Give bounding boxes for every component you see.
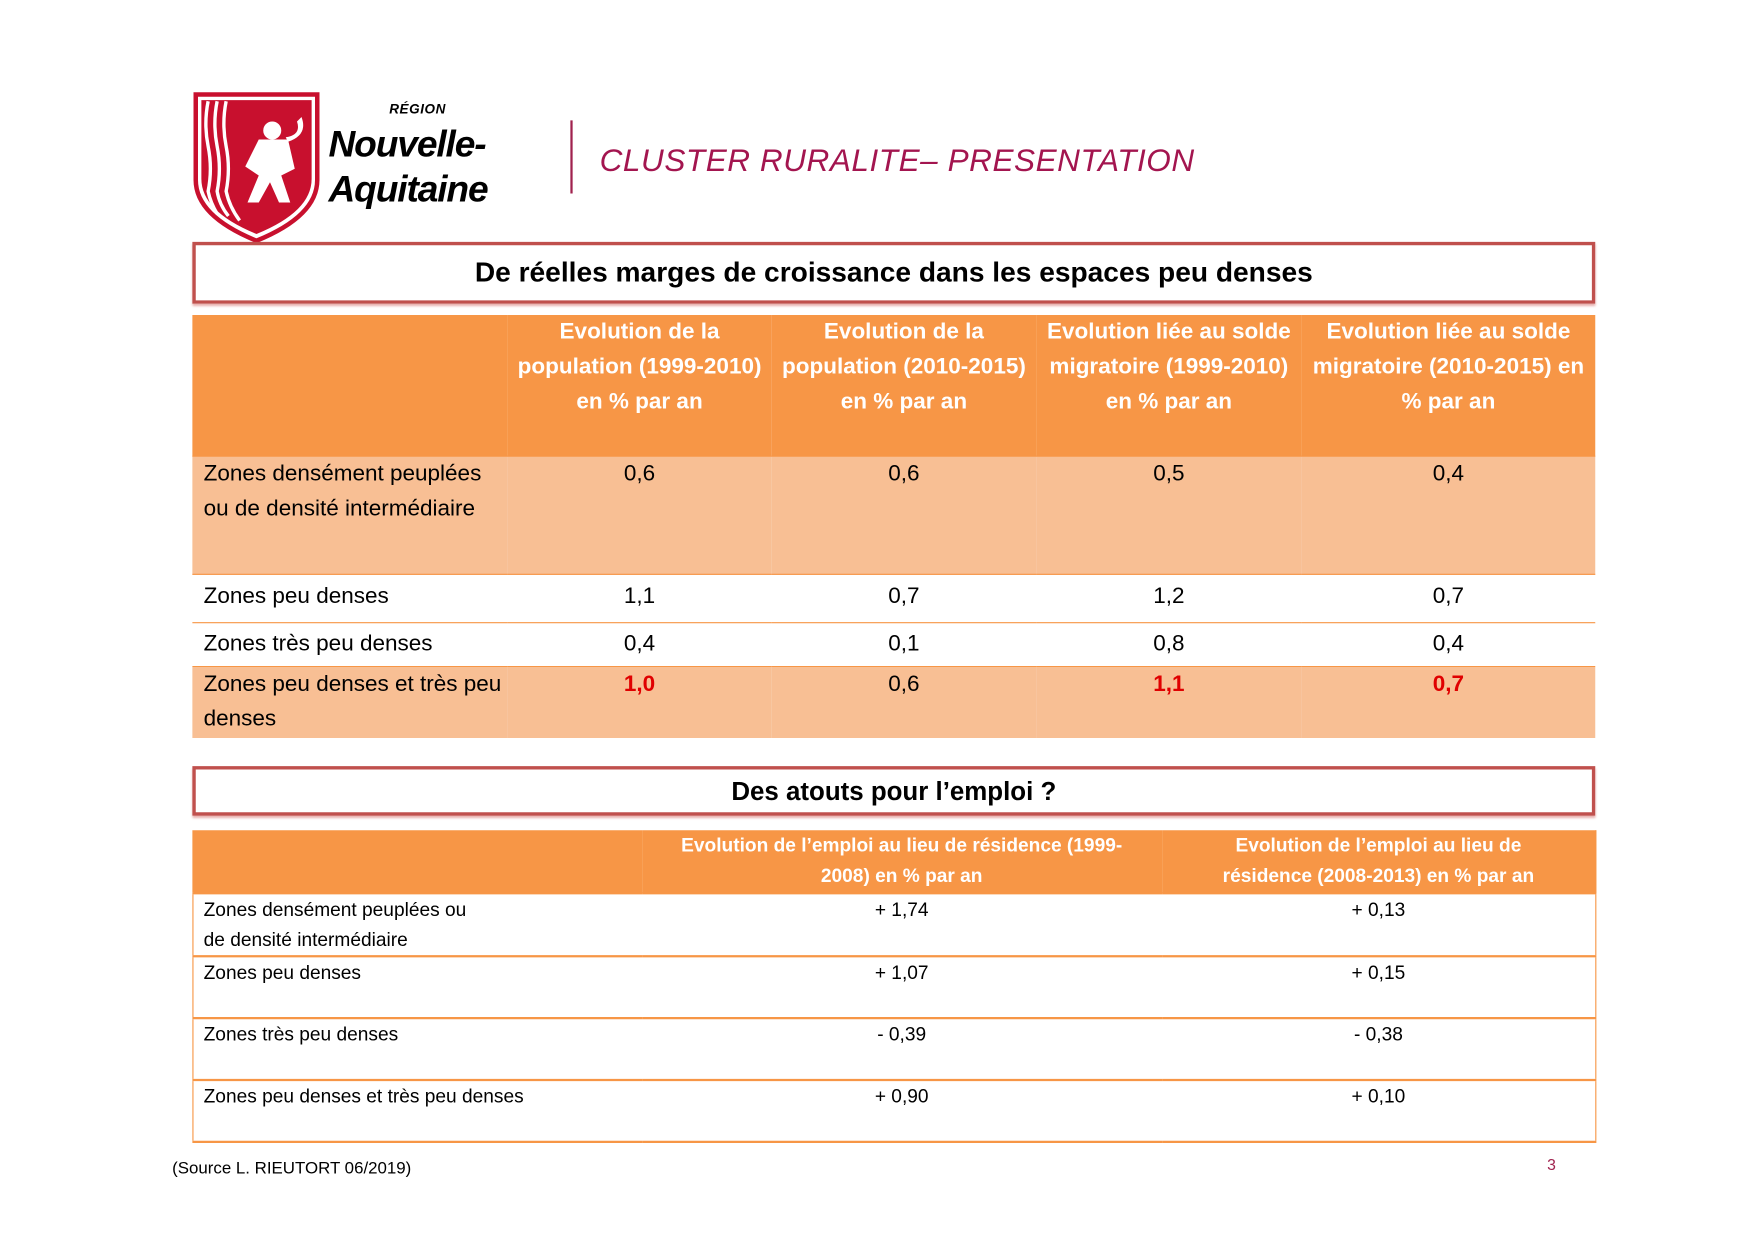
cell: 0,8 <box>1036 622 1302 667</box>
cell: 1,2 <box>1036 573 1302 623</box>
cell-highlight: 0,7 <box>1301 666 1596 738</box>
table-row: Zones très peu denses - 0,39 - 0,38 <box>192 1016 1596 1080</box>
section1-title: De réelles marges de croissance dans les… <box>192 241 1596 304</box>
logo-name-line2: Aquitaine <box>328 167 489 210</box>
cell-highlight: 1,1 <box>1036 666 1302 738</box>
row-label: Zones très peu denses <box>192 1016 642 1080</box>
row-label: Zones peu denses <box>192 954 642 1018</box>
cell: 0,6 <box>507 455 772 575</box>
row-label: Zones peu denses et très peu denses <box>192 1078 642 1142</box>
cell: 0,5 <box>1036 455 1302 575</box>
table-row: Zones densément peuplées ou de densité i… <box>192 455 1596 575</box>
table-header-row: Evolution de la population (1999-2010) e… <box>192 315 1596 457</box>
cell: 0,4 <box>1301 622 1596 667</box>
header-divider <box>570 120 573 194</box>
row-label: Zones très peu denses <box>192 622 508 667</box>
cell: 1,1 <box>507 573 772 623</box>
column-header <box>192 315 508 457</box>
cell: + 0,15 <box>1161 954 1596 1018</box>
column-header <box>192 829 642 893</box>
cell: + 0,13 <box>1161 891 1596 956</box>
cell: 0,6 <box>771 455 1037 575</box>
page-number: 3 <box>1547 1154 1556 1173</box>
cell-highlight: 1,0 <box>507 666 772 738</box>
cell: 0,7 <box>1301 573 1596 623</box>
table-header-row: Evolution de l’emploi au lieu de résiden… <box>192 829 1596 893</box>
row-label: Zones peu denses <box>192 573 508 623</box>
employment-table: Evolution de l’emploi au lieu de résiden… <box>192 829 1597 1143</box>
logo-region-text: RÉGION <box>389 101 446 117</box>
region-shield-logo <box>193 92 320 243</box>
column-header: Evolution de l’emploi au lieu de résiden… <box>641 829 1162 893</box>
column-header: Evolution de l’emploi au lieu de résiden… <box>1161 829 1596 893</box>
population-table: Evolution de la population (1999-2010) e… <box>192 315 1596 738</box>
logo-wordmark: Nouvelle- Aquitaine <box>328 122 489 212</box>
cell: 0,7 <box>771 573 1037 623</box>
column-header: Evolution liée au solde migratoire (2010… <box>1301 315 1596 457</box>
cell: + 0,90 <box>641 1078 1162 1142</box>
content-area: De réelles marges de croissance dans les… <box>172 241 1597 1180</box>
column-header: Evolution de la population (1999-2010) e… <box>507 315 772 457</box>
table-row: Zones peu denses 1,1 0,7 1,2 0,7 <box>192 573 1596 623</box>
logo-name-line1: Nouvelle- <box>328 122 487 165</box>
table-row: Zones peu denses + 1,07 + 0,15 <box>192 954 1596 1018</box>
section2-title: Des atouts pour l’emploi ? <box>192 765 1596 816</box>
column-header: Evolution de la population (2010-2015) e… <box>771 315 1037 457</box>
table-row: Zones peu denses et très peu denses + 0,… <box>192 1078 1596 1142</box>
cell: - 0,39 <box>641 1016 1162 1080</box>
cell: + 0,10 <box>1161 1078 1596 1142</box>
cell: 0,1 <box>771 622 1037 667</box>
row-label: Zones densément peuplées ou de densité i… <box>192 455 508 575</box>
row-label: Zones peu denses et très peu denses <box>192 666 508 738</box>
cell: - 0,38 <box>1161 1016 1596 1080</box>
cell: + 1,07 <box>641 954 1162 1018</box>
table-row: Zones densément peuplées ou de densité i… <box>192 891 1596 956</box>
column-header: Evolution liée au solde migratoire (1999… <box>1036 315 1302 457</box>
cell: 0,4 <box>507 622 772 667</box>
cell: + 1,74 <box>641 891 1162 956</box>
cell: 0,6 <box>771 666 1037 738</box>
cell: 0,4 <box>1301 455 1596 575</box>
presentation-title: CLUSTER RURALITE– PRESENTATION <box>599 142 1195 178</box>
table-row-total: Zones peu denses et très peu denses 1,0 … <box>192 666 1596 738</box>
source-note: (Source L. RIEUTORT 06/2019) <box>172 1158 412 1178</box>
table-row: Zones très peu denses 0,4 0,1 0,8 0,4 <box>192 622 1596 667</box>
footer: (Source L. RIEUTORT 06/2019) 3 <box>172 1154 1556 1180</box>
row-label: Zones densément peuplées ou de densité i… <box>192 891 642 956</box>
